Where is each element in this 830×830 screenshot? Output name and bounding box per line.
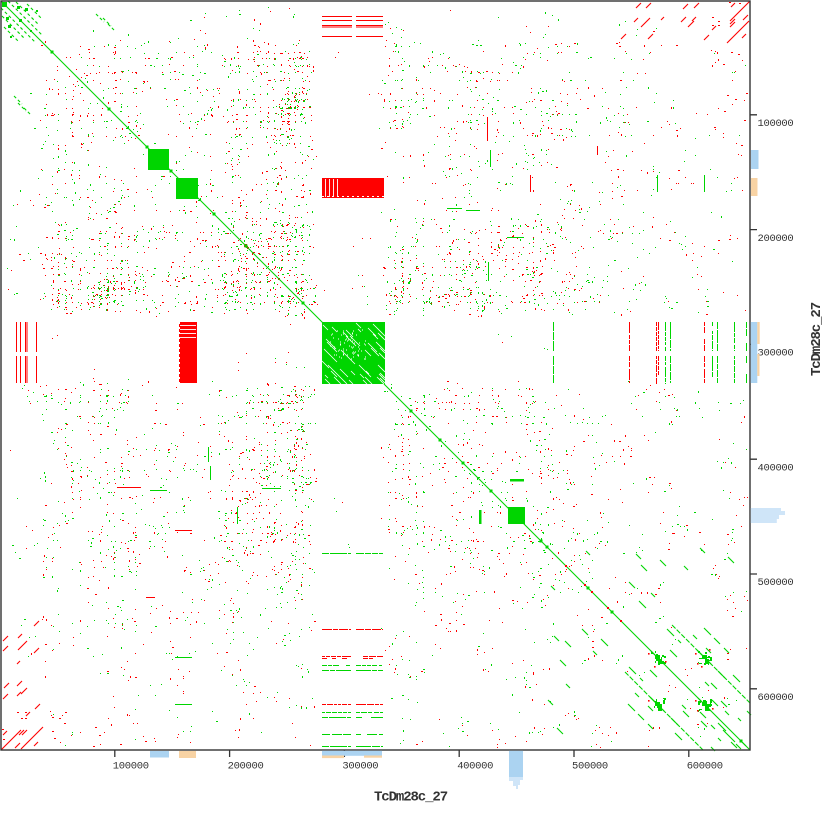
svg-text:600000: 600000 <box>758 692 794 704</box>
svg-text:300000: 300000 <box>342 761 378 773</box>
svg-text:TcDm28c_27: TcDm28c_27 <box>374 790 448 806</box>
svg-text:200000: 200000 <box>758 233 794 245</box>
svg-text:600000: 600000 <box>687 761 723 773</box>
svg-text:500000: 500000 <box>758 577 794 589</box>
svg-text:200000: 200000 <box>228 761 264 773</box>
svg-text:100000: 100000 <box>758 118 794 130</box>
svg-text:500000: 500000 <box>572 761 608 773</box>
svg-text:300000: 300000 <box>758 348 794 360</box>
svg-text:TcDm28c_27: TcDm28c_27 <box>809 302 825 376</box>
svg-text:400000: 400000 <box>457 761 493 773</box>
svg-text:400000: 400000 <box>758 462 794 474</box>
svg-text:100000: 100000 <box>113 761 149 773</box>
